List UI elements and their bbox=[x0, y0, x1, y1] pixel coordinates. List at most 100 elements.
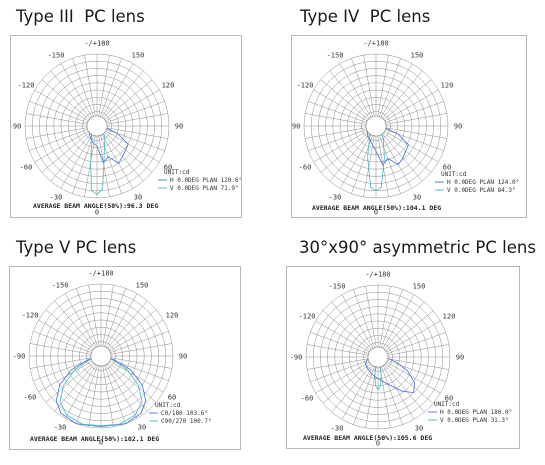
grid-spoke bbox=[104, 288, 126, 347]
polar-center bbox=[367, 346, 389, 368]
angle-tick-label: 90 bbox=[454, 123, 462, 131]
grid-spoke bbox=[310, 332, 369, 354]
grid-spoke bbox=[106, 101, 165, 123]
grid-spoke bbox=[110, 343, 172, 355]
grid-spoke bbox=[387, 344, 449, 356]
grid-spoke bbox=[382, 365, 415, 420]
grid-spoke bbox=[377, 55, 389, 117]
grid-spoke bbox=[33, 359, 92, 381]
polar-grid bbox=[303, 53, 449, 199]
grid-spoke bbox=[379, 286, 391, 348]
angle-tick-label: -120 bbox=[18, 82, 35, 90]
grid-spoke bbox=[384, 364, 425, 413]
polar-center bbox=[365, 115, 387, 137]
angle-tick-label: 120 bbox=[443, 313, 456, 321]
grid-spoke bbox=[363, 55, 375, 117]
angle-tick-label: -30 bbox=[50, 194, 63, 202]
grid-spoke bbox=[382, 294, 415, 349]
grid-spoke bbox=[103, 70, 144, 119]
angle-tick-label: 120 bbox=[166, 312, 179, 320]
angle-tick-label: 90 bbox=[456, 354, 464, 362]
grid-spoke bbox=[72, 135, 94, 194]
grid-spoke bbox=[105, 364, 138, 419]
angle-tick-label: 0 bbox=[376, 440, 380, 448]
grid-spoke bbox=[315, 361, 370, 394]
unit-label: UNIT:cd bbox=[155, 402, 181, 409]
grid-spoke bbox=[108, 309, 157, 350]
grid-spoke bbox=[34, 89, 89, 122]
angle-tick-label: -/+180 bbox=[88, 270, 113, 278]
grid-spoke bbox=[110, 357, 172, 369]
polar-center bbox=[86, 115, 108, 137]
grid-spoke bbox=[308, 101, 367, 123]
grid-spoke bbox=[54, 300, 95, 349]
grid-spoke bbox=[313, 89, 368, 122]
angle-tick-label: 0 bbox=[374, 209, 378, 217]
grid-spoke bbox=[379, 366, 391, 428]
grid-spoke bbox=[322, 310, 371, 351]
series-curve bbox=[90, 130, 106, 195]
grid-spoke bbox=[310, 360, 369, 382]
grid-spoke bbox=[76, 365, 98, 424]
series-curve bbox=[367, 131, 385, 192]
grid-spoke bbox=[308, 129, 367, 151]
average-beam-angle: AVERAGE BEAM ANGLE(50%):102.1 DEG bbox=[30, 435, 159, 443]
grid-spoke bbox=[305, 127, 367, 139]
grid-spoke bbox=[387, 332, 446, 354]
grid-spoke bbox=[30, 343, 92, 355]
angle-tick-label: -60 bbox=[20, 164, 33, 172]
grid-spoke bbox=[382, 70, 423, 119]
grid-spoke bbox=[110, 331, 169, 353]
grid-spoke bbox=[315, 320, 370, 353]
grid-spoke bbox=[41, 79, 90, 120]
polar-chart: -/+180 -150 150 -120 120 -90 90 -60 60 -30 30 0 UNIT… bbox=[292, 40, 519, 217]
series-curve bbox=[366, 127, 409, 166]
angle-tick-label: -90 bbox=[292, 123, 300, 131]
angle-tick-label: 30 bbox=[413, 194, 421, 202]
chart-title: Type IV PC lens bbox=[300, 7, 431, 26]
grid-spoke bbox=[353, 366, 375, 425]
angle-tick-label: -150 bbox=[52, 282, 69, 290]
grid-spoke bbox=[33, 331, 92, 353]
angle-tick-label: 150 bbox=[413, 283, 426, 291]
grid-spoke bbox=[307, 344, 369, 356]
grid-spoke bbox=[103, 133, 144, 182]
grid-spoke bbox=[60, 134, 93, 189]
grid-spoke bbox=[386, 361, 441, 394]
grid-spoke bbox=[84, 55, 96, 117]
grid-spoke bbox=[105, 89, 160, 122]
angle-tick-label: -120 bbox=[299, 313, 316, 321]
grid-spoke bbox=[64, 364, 97, 419]
grid-spoke bbox=[365, 366, 377, 428]
angle-tick-label: 30 bbox=[415, 425, 423, 433]
grid-spoke bbox=[88, 365, 100, 427]
grid-spoke bbox=[387, 360, 446, 382]
angle-tick-label: 120 bbox=[441, 82, 454, 90]
grid-spoke bbox=[110, 359, 169, 381]
unit-label: UNIT:cd bbox=[441, 171, 467, 178]
grid-spoke bbox=[45, 309, 94, 350]
grid-spoke bbox=[106, 113, 168, 125]
angle-tick-label: -90 bbox=[13, 353, 26, 361]
polar-chart-frame: -/+180 -150 150 -120 120 -90 90 -60 60 -30 30 0 UNIT… bbox=[286, 266, 520, 449]
angle-tick-label: 0 bbox=[99, 439, 103, 447]
grid-spoke bbox=[341, 294, 374, 349]
grid-spoke bbox=[38, 319, 93, 352]
polar-grid bbox=[24, 53, 170, 199]
grid-spoke bbox=[329, 133, 370, 182]
grid-spoke bbox=[50, 70, 91, 119]
grid-spoke bbox=[365, 286, 377, 348]
grid-spoke bbox=[380, 134, 413, 189]
grid-spoke bbox=[384, 89, 439, 122]
angle-tick-label: -120 bbox=[297, 82, 314, 90]
angle-tick-label: 60 bbox=[443, 164, 451, 172]
angle-tick-label: -120 bbox=[22, 312, 39, 320]
grid-spoke bbox=[107, 363, 148, 412]
grid-spoke bbox=[385, 310, 434, 351]
grid-spoke bbox=[385, 363, 434, 404]
grid-spoke bbox=[109, 360, 164, 393]
grid-spoke bbox=[339, 63, 372, 118]
grid-spoke bbox=[383, 132, 432, 173]
grid-spoke bbox=[101, 63, 134, 118]
grid-spoke bbox=[331, 301, 372, 350]
